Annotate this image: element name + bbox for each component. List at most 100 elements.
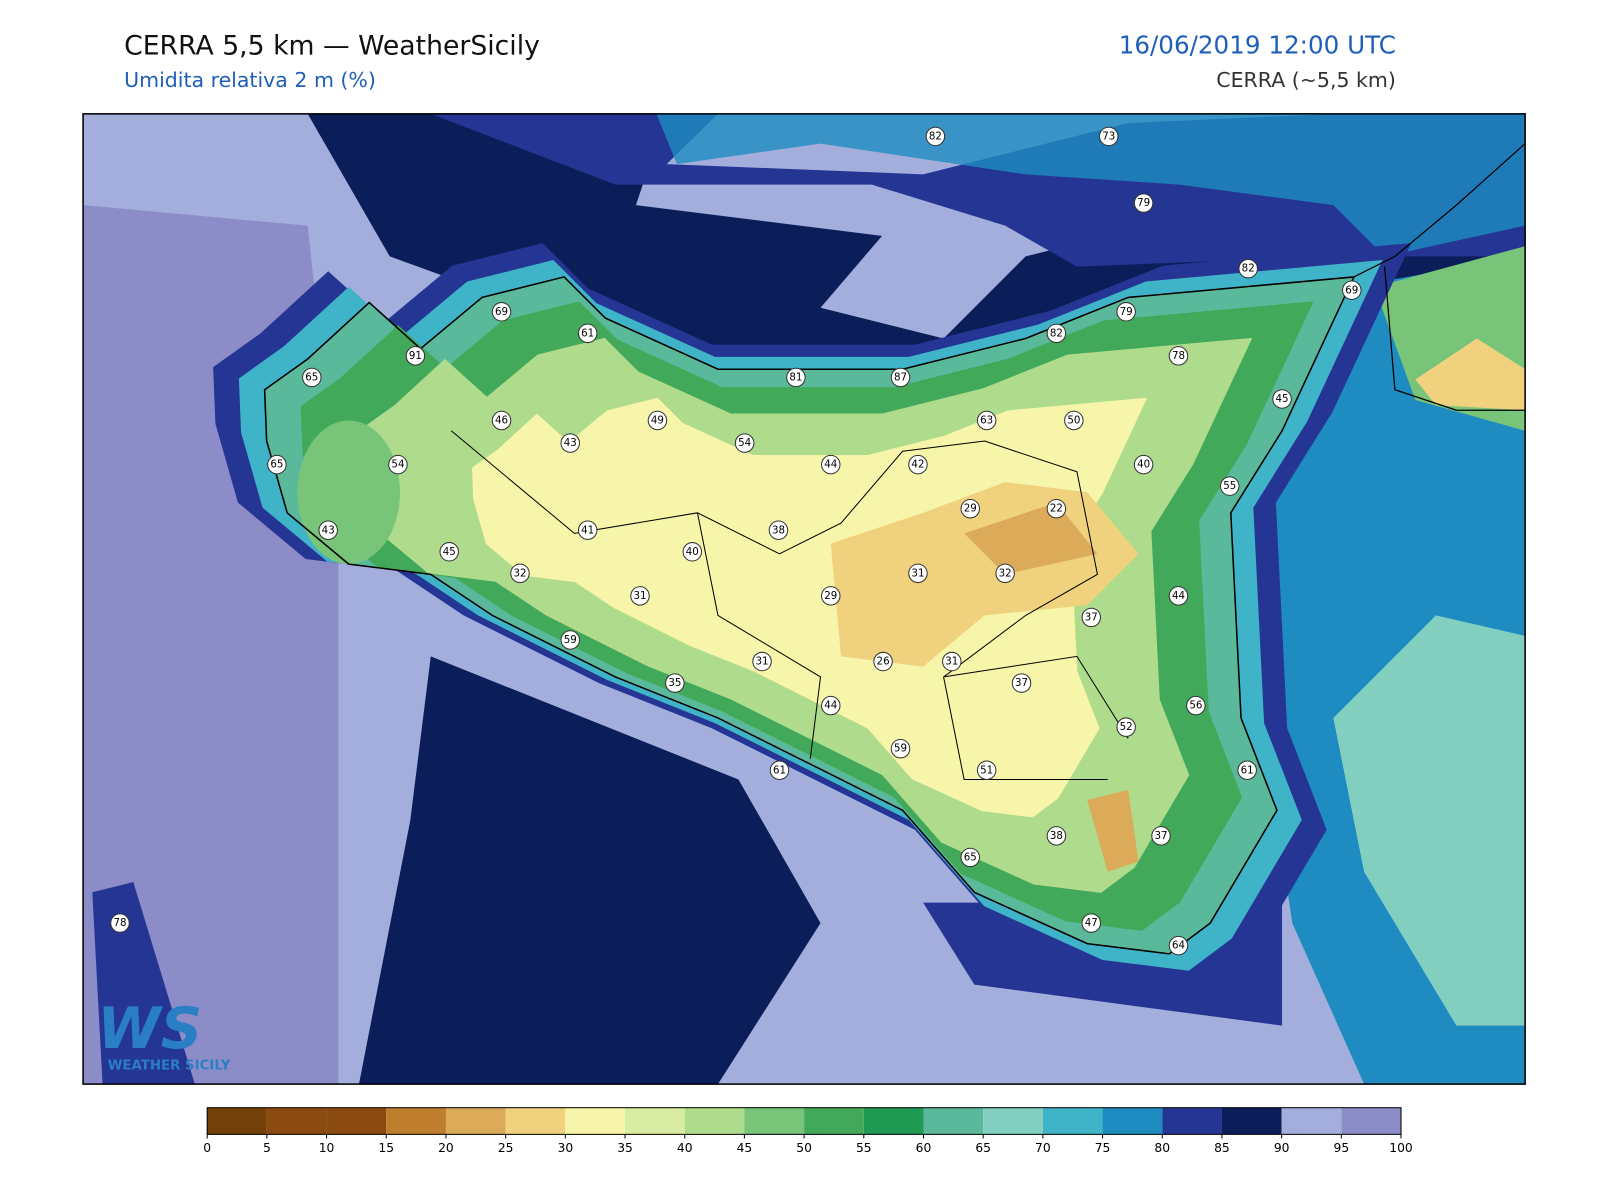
station-value: 45 [1276,393,1289,405]
station-marker [110,913,130,933]
station-value: 82 [1242,263,1255,275]
station-value: 78 [1172,350,1185,362]
colorbar-bin [863,1107,924,1135]
field-ionian-light [1333,615,1526,1026]
colorbar: 0 5 10 15 20 25 30 35 40 45 50 55 60 65 70 75 80 85 90 95 10… [203,1107,1413,1155]
station-value: 52 [1120,721,1133,733]
station-marker [786,367,806,388]
logo-text: WEATHER SICILY [108,1059,231,1074]
station-value: 50 [1067,415,1080,427]
station-marker [1046,826,1067,846]
station-value: 79 [1137,197,1150,209]
station-value: 54 [391,459,404,471]
station-marker [1168,346,1189,366]
colorbar-bin [266,1107,327,1135]
colorbar-tick-label: 95 [1334,1141,1350,1155]
logo-mark: WS [97,995,202,1062]
station-value: 81 [789,371,802,383]
colorbar-bin [804,1107,864,1135]
colorbar-tick-label: 55 [856,1141,872,1155]
station-marker [1116,302,1136,322]
station-marker [1168,586,1189,606]
station-value: 37 [1085,611,1098,623]
station-marker [976,410,997,431]
station-marker [960,847,980,868]
colorbar-tick-label: 25 [498,1141,514,1155]
station-value: 55 [1223,480,1236,492]
colorbar-tick-label: 20 [438,1141,454,1155]
station-value: 31 [633,590,646,602]
station-marker [925,126,946,147]
colorbar-bin [625,1107,685,1135]
station-marker [510,563,530,584]
station-marker [647,410,668,431]
station-value: 43 [564,437,577,449]
station-marker [960,498,980,519]
field-west-blob [297,420,400,565]
station-marker [1151,826,1171,846]
station-marker [630,586,650,606]
station-value: 61 [773,764,786,776]
station-value: 42 [911,459,924,471]
station-value: 45 [443,546,456,558]
colorbar-bin [1281,1107,1342,1135]
station-marker [942,651,962,672]
station-marker [577,323,598,344]
title: CERRA 5,5 km — WeatherSicily [124,30,540,61]
colorbar-tick-label: 30 [558,1141,574,1155]
station-value: 29 [824,590,837,602]
colorbar-tick-label: 40 [677,1141,693,1155]
station-marker [821,586,841,606]
field [83,113,1526,1085]
station-value: 44 [824,459,837,471]
station-marker [873,651,893,672]
station-layer: 82 73 79 82 69 69 79 61 82 78 91 65 81 87 45 46 49 63 50 43… [110,126,1362,956]
station-marker [1046,323,1067,344]
datetime: 16/06/2019 12:00 UTC [1119,30,1396,59]
station-value: 54 [738,437,751,449]
colorbar-bin [983,1107,1043,1135]
station-marker [302,367,322,388]
station-marker [1186,695,1206,716]
colorbar-bin [1221,1107,1282,1135]
station-marker [1011,673,1032,693]
station-marker [665,673,685,693]
station-marker [491,410,512,431]
station-marker [752,651,772,672]
field-20-southeast [1087,789,1139,872]
station-marker [1238,258,1258,279]
station-marker [734,433,755,453]
station-marker [439,542,459,562]
colorbar-tick-label: 15 [378,1141,394,1155]
station-value: 40 [686,546,699,558]
station-value: 59 [564,634,577,646]
station-marker [1133,193,1154,213]
station-marker [890,738,911,759]
station-value: 61 [581,327,594,339]
station-marker [1081,913,1102,933]
station-marker [577,520,598,540]
station-value: 65 [270,459,283,471]
field-cyan-north [656,113,1526,257]
station-value: 87 [894,371,907,383]
colorbar-tick-label: 50 [796,1141,812,1155]
station-value: 44 [1172,590,1185,602]
station-marker [1168,935,1189,956]
station-marker [560,630,580,650]
station-value: 38 [772,524,785,536]
station-value: 69 [1345,284,1358,296]
colorbar-tick-label: 65 [975,1141,991,1155]
station-marker [1098,126,1119,147]
colorbar-bin [207,1107,267,1135]
station-marker [1064,410,1084,431]
station-value: 31 [945,656,958,668]
colorbar-tick-label: 85 [1214,1141,1230,1155]
station-marker [1272,389,1292,409]
colorbar-tick-label: 10 [319,1141,335,1155]
station-marker [1046,498,1067,519]
station-value: 29 [964,503,977,515]
station-value: 44 [824,700,837,712]
station-marker [768,520,789,540]
